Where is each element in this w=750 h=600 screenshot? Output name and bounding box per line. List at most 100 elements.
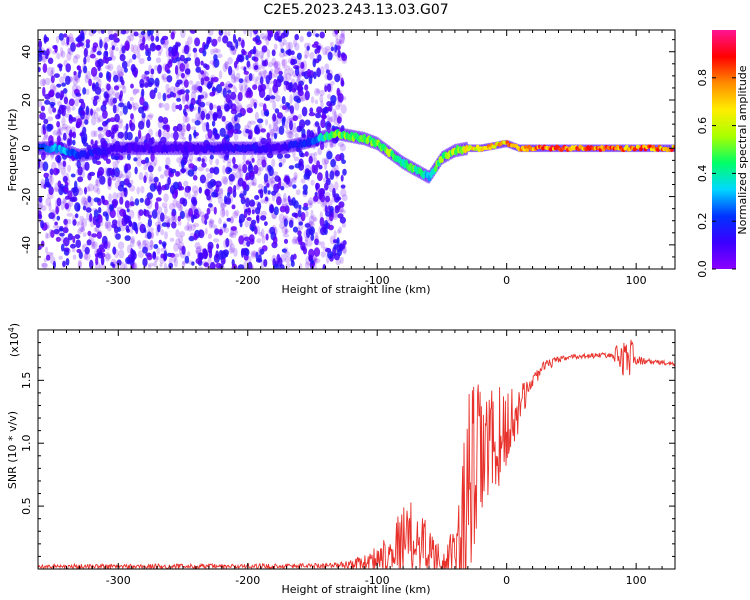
spectrogram-speckle — [316, 160, 320, 168]
colorbar-label: Normalized spectral amplitude — [736, 65, 749, 234]
spectrogram-speckle — [81, 245, 86, 253]
spectrogram-speckle — [185, 106, 191, 112]
spectrogram-speckle — [252, 177, 257, 187]
spectrogram-speckle — [64, 113, 70, 118]
spectrogram-speckle — [105, 57, 109, 64]
spectrogram-speckle — [292, 177, 296, 182]
spectrogram-speckle — [90, 241, 96, 250]
spectrogram-speckle — [52, 45, 58, 50]
spectrogram-speckle — [276, 195, 281, 206]
spectrogram-speckle — [120, 99, 124, 110]
spectrogram-speckle — [184, 40, 190, 50]
spectrogram-speckle — [337, 112, 343, 121]
spectrogram-speckle — [249, 238, 255, 245]
spectrogram-speckle — [92, 215, 97, 226]
spectrogram-speckle — [297, 113, 302, 120]
spectrogram-speckle — [303, 202, 309, 208]
spectrogram-speckle — [308, 112, 316, 117]
spectrogram-speckle — [175, 229, 180, 238]
spectrogram-speckle — [55, 92, 61, 99]
spectrogram-speckle — [270, 68, 274, 75]
spectrogram-speckle — [304, 90, 310, 101]
spectrogram-speckle — [52, 107, 57, 113]
spectrogram-speckle — [166, 220, 171, 230]
y-tick-label: 20 — [20, 93, 33, 107]
spectrogram-speckle — [306, 68, 312, 78]
spectrogram-speckle — [170, 252, 175, 258]
spectrogram-speckle — [124, 262, 128, 269]
spectrogram-speckle — [99, 175, 106, 185]
spectrogram-speckle — [67, 164, 72, 173]
spectrogram-speckle — [302, 205, 309, 211]
spectrogram-speckle — [225, 197, 232, 205]
spectrogram-speckle — [82, 232, 87, 238]
spectrogram-speckle — [155, 226, 159, 237]
spectrogram-speckle — [180, 72, 185, 79]
spectrogram-speckle — [86, 212, 90, 221]
spectrogram-speckle — [238, 81, 244, 92]
spectrogram-speckle — [222, 155, 226, 163]
spectrogram-speckle — [74, 162, 78, 167]
spectrogram-speckle — [211, 191, 217, 198]
spectrogram-speckle — [88, 78, 92, 87]
spectrogram-speckle — [272, 236, 278, 245]
spectrogram-speckle — [325, 247, 332, 253]
spectrogram-speckle — [129, 196, 134, 206]
spectrogram-speckle — [175, 82, 180, 88]
spectrogram-speckle — [41, 262, 48, 269]
spectrogram-speckle — [77, 259, 83, 269]
spectrogram-speckle — [263, 156, 267, 164]
spectrogram-speckle — [46, 254, 51, 261]
spectrogram-speckle — [48, 202, 52, 212]
spectrogram-speckle — [263, 173, 269, 183]
spectrogram-speckle — [171, 47, 178, 57]
spectrogram-speckle — [271, 158, 276, 168]
spectrogram-speckle — [112, 104, 117, 114]
spectrogram-speckle — [339, 209, 343, 215]
spectrogram-speckle — [96, 231, 103, 239]
spectrogram-speckle — [62, 260, 66, 268]
spectrogram-speckle — [200, 60, 204, 66]
spectrogram-speckle — [163, 120, 169, 127]
spectrogram-speckle — [85, 70, 91, 80]
spectrogram-speckle — [280, 48, 285, 54]
spectrogram-speckle — [234, 209, 240, 217]
colorbar: 0.0 0.2 0.4 0.6 0.8 Normalized spectral ampl… — [696, 30, 749, 278]
spectrogram-speckle — [314, 87, 320, 96]
spectrogram-speckle — [285, 207, 289, 215]
spectrogram-speckle — [308, 155, 313, 164]
spectrogram-speckle — [300, 97, 306, 102]
spectrogram-speckle — [73, 71, 77, 76]
spectrogram-speckle — [54, 221, 58, 226]
spectrogram-speckle — [250, 155, 255, 161]
spectrogram-speckle — [300, 178, 306, 184]
spectrogram-speckle — [183, 180, 189, 187]
spectrogram-speckle — [227, 89, 232, 94]
spectrogram-speckle — [261, 159, 267, 168]
spectrogram-speckle — [303, 173, 309, 180]
spectrogram-speckle — [272, 100, 277, 111]
spectrogram-speckle — [131, 101, 135, 108]
spectrogram-speckle — [244, 75, 249, 83]
spectrogram-speckle — [254, 111, 259, 121]
spectrogram-speckle — [182, 114, 188, 124]
spectrogram-speckle — [228, 246, 234, 254]
spectrogram-speckle — [292, 236, 298, 244]
spectrogram-speckle — [337, 248, 342, 257]
spectrogram-speckle — [148, 30, 154, 36]
spectrogram-speckle — [319, 45, 323, 50]
x-tick-label: -300 — [106, 574, 131, 587]
spectrogram-speckle — [75, 169, 81, 176]
spectrogram-speckle — [56, 52, 61, 60]
spectrogram-speckle — [214, 88, 219, 96]
spectrogram-speckle — [256, 158, 262, 166]
spectrogram-speckle — [128, 58, 133, 63]
spectrogram-speckle — [188, 153, 194, 162]
spectrogram-speckle — [231, 204, 236, 210]
spectrogram-speckle — [233, 86, 238, 94]
spectrogram-speckle — [126, 131, 133, 141]
spectrogram-speckle — [191, 261, 195, 266]
spectrogram-speckle — [178, 248, 183, 256]
spectrogram-speckle — [306, 200, 313, 206]
spectrogram-speckle — [132, 102, 139, 110]
